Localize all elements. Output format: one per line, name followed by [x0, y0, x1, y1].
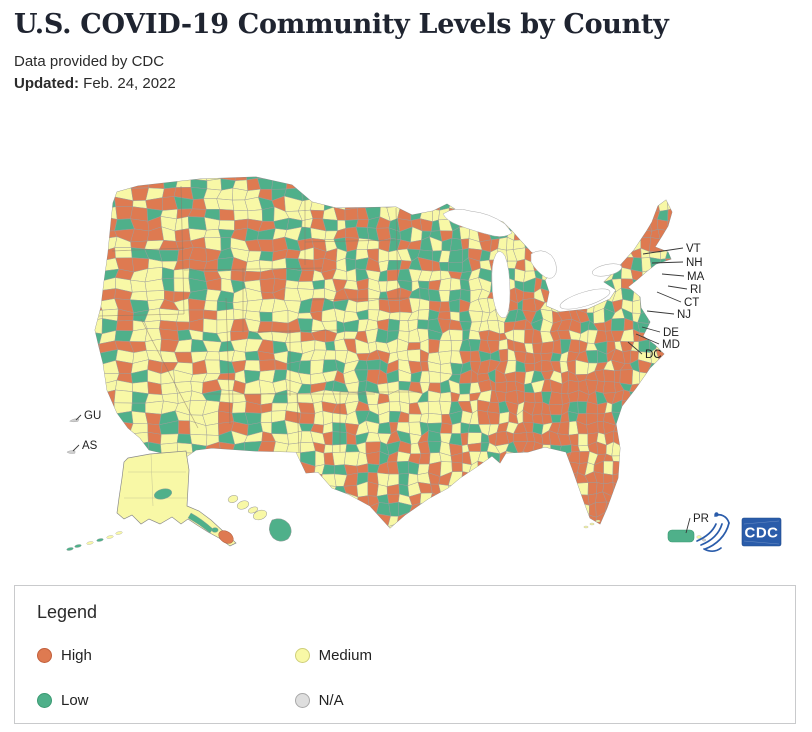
- map-label-as: AS: [82, 440, 98, 452]
- updated-date: Feb. 24, 2022: [83, 75, 176, 93]
- medium-swatch: [294, 648, 310, 663]
- legend-item-na: N/A: [294, 692, 553, 709]
- state-borders: [98, 180, 420, 453]
- map-label-dc: DC: [645, 349, 662, 361]
- hawaii-inset: [227, 495, 601, 542]
- legend-label-low: Low: [61, 692, 89, 709]
- legend-item-low: Low: [37, 692, 295, 709]
- map-label-ct: CT: [684, 297, 699, 309]
- map-label-de: DE: [663, 327, 679, 339]
- na-swatch: [294, 693, 310, 708]
- map-label-nh: NH: [686, 257, 703, 269]
- map-label-ri: RI: [690, 284, 702, 296]
- legend-label-high: High: [61, 647, 92, 664]
- updated-line: Updated: Feb. 24, 2022: [14, 73, 798, 96]
- map-container: VT NH MA RI CT NJ DE MD DC GU AS PR CDC: [0, 150, 812, 580]
- map-label-vt: VT: [686, 243, 701, 255]
- agency-logos: CDC: [696, 512, 782, 552]
- map-label-ma: MA: [687, 271, 705, 283]
- high-swatch: [37, 648, 52, 663]
- data-source-line: Data provided by CDC: [14, 52, 165, 70]
- legend-item-high: High: [37, 647, 295, 664]
- legend-label-medium: Medium: [318, 647, 372, 664]
- cdc-logo-text: CDC: [745, 525, 779, 542]
- page-title: U.S. COVID-19 Community Levels by County: [14, 9, 669, 40]
- legend-title: Legend: [37, 602, 98, 622]
- legend-grid: High Medium Low N/A: [37, 647, 552, 709]
- subtitle: Data provided by CDC Updated: Feb. 24, 2…: [14, 51, 798, 96]
- low-swatch: [37, 693, 52, 708]
- updated-label: Updated:: [14, 75, 79, 93]
- map-label-nj: NJ: [677, 309, 691, 321]
- legend-panel: Legend High Medium Low N/A: [14, 585, 796, 724]
- great-lakes: [442, 208, 622, 319]
- map-label-md: MD: [662, 339, 680, 351]
- territory-insets: [66, 418, 706, 543]
- map-label-pr: PR: [693, 513, 709, 525]
- map-label-gu: GU: [84, 410, 101, 422]
- header: U.S. COVID-19 Community Levels by County…: [14, 8, 798, 96]
- legend-item-medium: Medium: [294, 647, 553, 664]
- legend-label-na: N/A: [318, 692, 344, 709]
- alaska-inset: [66, 450, 237, 551]
